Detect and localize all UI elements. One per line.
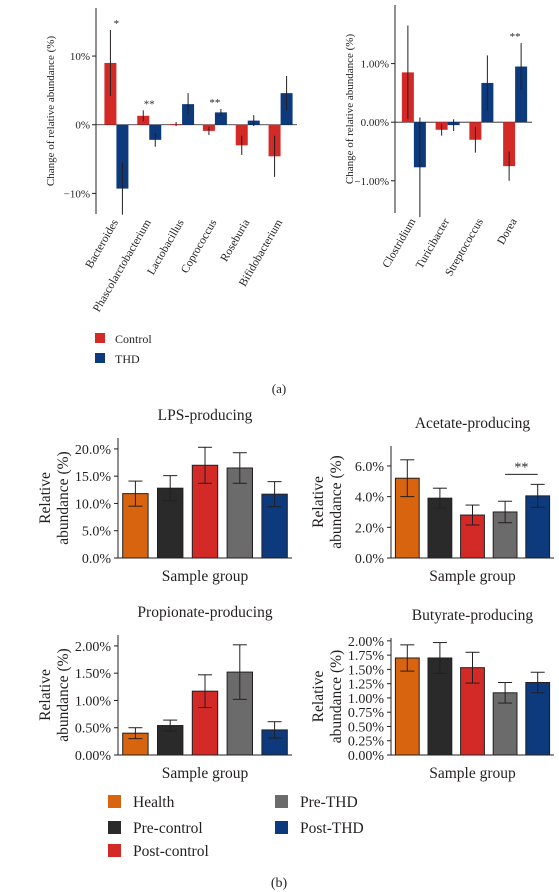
legend-label: THD (115, 352, 140, 366)
y-tick-label: 1.50% (348, 663, 385, 678)
significance-marker: ** (209, 97, 220, 109)
y-axis-label: abundance (%) (328, 455, 345, 548)
y-tick-label: 0.50% (75, 722, 112, 737)
bar-thd (515, 66, 528, 123)
y-tick-label: 0.00% (348, 749, 385, 764)
y-tick-label: 5.0% (82, 525, 112, 540)
bar-thd (116, 124, 129, 189)
y-tick-label: 1.25% (348, 678, 385, 693)
chart-b-lps: 0.0% 5.0% 10.0% 15.0% 20.0% LPS-producing Samp… (37, 407, 292, 585)
y-tick-label: 2.0% (355, 521, 385, 536)
y-axis-label: Relative (37, 472, 54, 524)
chart-title: Acetate-producing (415, 415, 531, 432)
y-axis-label: abundance (%) (328, 650, 345, 743)
legend-label: Health (133, 794, 175, 811)
y-tick-label: 2.00% (348, 635, 385, 650)
chart-title: Propionate-producing (137, 604, 272, 621)
y-tick-label: 1.00% (361, 59, 389, 71)
y-tick-label: 10.0% (75, 497, 112, 512)
y-tick-label: 10% (70, 51, 90, 63)
y-tick-label: 0.00% (361, 117, 389, 129)
legend-swatch (108, 795, 121, 808)
panel-label-b: (b) (271, 876, 288, 891)
y-axis-label: abundance (%) (55, 451, 72, 544)
legend-label: Post-control (133, 843, 209, 860)
chart-b-propionate: 0.00% 0.50% 1.00% 1.50% 2.00% Propionate-prod… (37, 604, 292, 782)
legend-label: Pre-THD (300, 794, 358, 811)
y-tick-label: 4.0% (355, 491, 385, 506)
chart-b-acetate: 0.0% 2.0% 4.0% 6.0% Acetate-producing Sample … (310, 415, 554, 585)
legend-b: Health Pre-control Post-control Pre-THD Post… (108, 794, 364, 860)
legend-swatch (275, 821, 288, 834)
y-axis-label: Relative (310, 671, 327, 723)
category-label: Dorea (495, 217, 519, 247)
bar-thd (214, 112, 227, 125)
legend-label: Pre-control (133, 820, 203, 837)
legend-swatch (275, 795, 288, 808)
chart-a-right: 1.00% 0.00% −1.00%Change of relative abund… (344, 5, 532, 278)
bar-control (503, 122, 516, 167)
y-tick-label: −1.00% (354, 176, 389, 188)
y-axis-label: Relative (310, 476, 327, 528)
y-axis-label: Change of relative abundance (%) (45, 36, 57, 187)
legend-a: Control THD (95, 332, 152, 366)
legend-label: Control (115, 332, 152, 346)
y-tick-label: 1.00% (348, 692, 385, 707)
category-label: Clostridium (381, 216, 419, 270)
y-tick-label: 1.00% (75, 694, 112, 709)
chart-b-butyrate: 0.00%0.25%0.50%0.75%1.00%1.25%1.50%1.75%… (310, 607, 554, 782)
y-tick-label: 2.00% (75, 640, 112, 655)
legend-swatch (95, 333, 105, 343)
y-tick-label: 1.50% (75, 667, 112, 682)
chart-a-left: 10% 0% −10% Change of relative abundance (%… (45, 8, 297, 314)
x-axis-label: Sample group (162, 568, 249, 585)
significance-marker: ** (510, 31, 521, 43)
y-tick-label: 6.0% (355, 460, 385, 475)
x-axis-label: Sample group (429, 765, 516, 782)
y-axis-label: abundance (%) (55, 648, 72, 741)
chart-title: Butyrate-producing (412, 607, 534, 624)
significance-marker: ** (514, 460, 528, 475)
bar-health (394, 657, 420, 756)
y-tick-label: 15.0% (75, 470, 112, 485)
significance-marker: * (114, 18, 120, 30)
category-label: Phascolarctobacterium (91, 217, 154, 314)
panel-label-a: (a) (272, 381, 286, 396)
y-tick-label: 1.75% (348, 649, 385, 664)
y-tick-label: 20.0% (75, 443, 112, 458)
bar-thd (149, 124, 162, 140)
x-axis-label: Sample group (429, 568, 516, 585)
y-tick-label: 0.75% (348, 706, 385, 721)
y-axis-label: Relative (37, 669, 54, 721)
chart-title: LPS-producing (158, 407, 253, 424)
significance-marker: ** (144, 98, 155, 110)
legend-label: Post-THD (300, 820, 364, 837)
y-tick-label: 0.0% (82, 552, 112, 567)
category-label: Turicibacter (414, 216, 452, 270)
x-axis-label: Sample group (162, 765, 249, 782)
legend-swatch (108, 844, 121, 857)
y-tick-label: 0.0% (355, 552, 385, 567)
bar-post-thd (525, 682, 551, 756)
y-tick-label: 0.00% (75, 749, 112, 764)
legend-swatch (108, 821, 121, 834)
y-tick-label: 0% (75, 120, 90, 132)
legend-swatch (95, 353, 105, 363)
y-axis-label: Change of relative abundance (%) (344, 34, 356, 185)
y-tick-label: 0.50% (348, 720, 385, 735)
category-label: Bacteroides (83, 217, 121, 270)
category-label: Roseburia (219, 218, 253, 264)
bar-control (235, 124, 248, 146)
y-tick-label: −10% (64, 188, 90, 200)
y-tick-label: 0.25% (348, 735, 385, 750)
